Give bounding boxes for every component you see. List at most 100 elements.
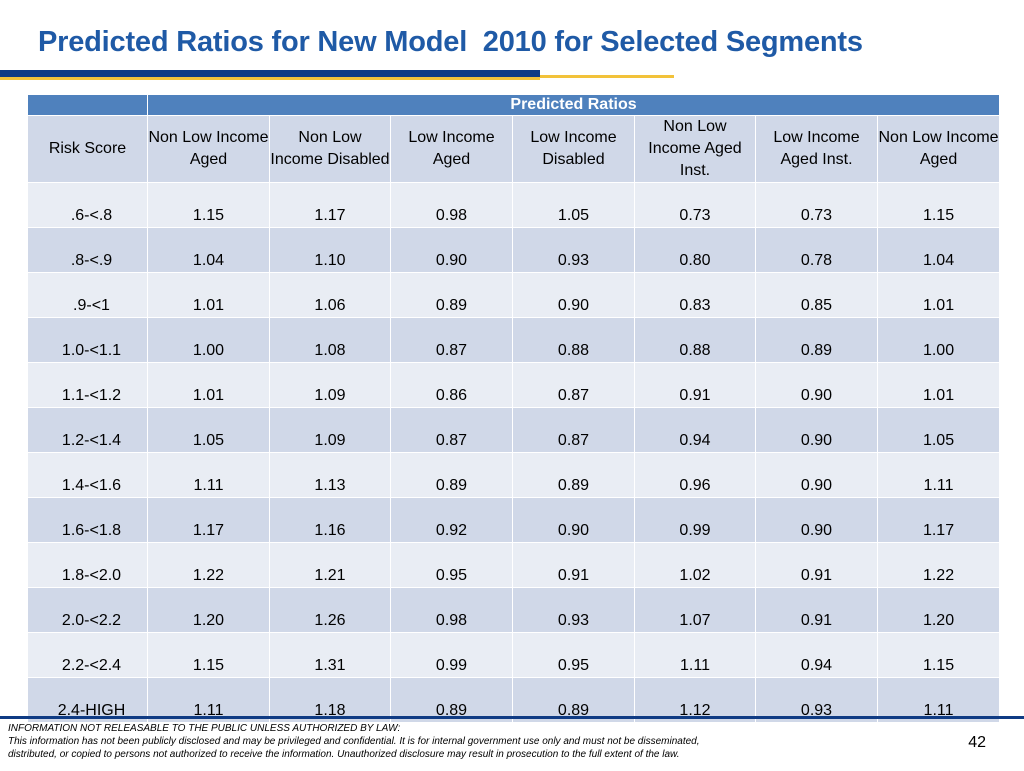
ratio-cell: 0.90 xyxy=(755,362,878,408)
ratio-cell: 1.21 xyxy=(269,542,391,588)
ratio-cell: 1.17 xyxy=(876,497,1001,543)
table-row: 1.1-<1.2 1.01 1.09 0.86 0.87 0.91 0.90 1.01 xyxy=(27,362,1001,408)
ratio-cell: 1.05 xyxy=(147,407,270,453)
ratio-cell: 0.87 xyxy=(512,407,635,453)
ratio-cell: 1.11 xyxy=(876,677,1001,723)
column-header: Non Low Income Aged Inst. xyxy=(634,115,756,183)
ratio-cell: 1.07 xyxy=(634,587,756,633)
ratio-cell: 1.11 xyxy=(634,632,756,678)
ratio-cell: 0.89 xyxy=(390,677,513,723)
risk-score-cell: .6-<.8 xyxy=(27,182,148,228)
ratio-cell: 1.22 xyxy=(147,542,270,588)
ratio-cell: 0.73 xyxy=(634,182,756,228)
column-header-row: Risk Score Non Low Income Aged Non Low I… xyxy=(27,115,1001,183)
risk-score-cell: 1.1-<1.2 xyxy=(27,362,148,408)
ratio-cell: 1.18 xyxy=(269,677,391,723)
table-row: 1.2-<1.4 1.05 1.09 0.87 0.87 0.94 0.90 1.05 xyxy=(27,407,1001,453)
header-band-empty-cell xyxy=(27,94,148,116)
predicted-ratios-table: Predicted Ratios Risk Score Non Low Inco… xyxy=(27,94,1001,723)
ratio-cell: 0.90 xyxy=(512,272,635,318)
ratio-cell: 1.06 xyxy=(269,272,391,318)
ratio-cell: 0.98 xyxy=(390,587,513,633)
table-row: .8-<.9 1.04 1.10 0.90 0.93 0.80 0.78 1.04 xyxy=(27,227,1001,273)
table-row: 1.6-<1.8 1.17 1.16 0.92 0.90 0.99 0.90 1.17 xyxy=(27,497,1001,543)
column-header: Non Low Income Disabled xyxy=(269,115,391,183)
risk-score-cell: 2.2-<2.4 xyxy=(27,632,148,678)
ratio-cell: 1.04 xyxy=(147,227,270,273)
slide-title: Predicted Ratios for New Model 2010 for … xyxy=(38,26,863,58)
ratio-cell: 0.93 xyxy=(512,227,635,273)
ratio-cell: 0.91 xyxy=(755,587,878,633)
table-row: 1.0-<1.1 1.00 1.08 0.87 0.88 0.88 0.89 1.00 xyxy=(27,317,1001,363)
ratio-cell: 1.15 xyxy=(147,632,270,678)
ratio-cell: 1.17 xyxy=(147,497,270,543)
risk-score-cell: .9-<1 xyxy=(27,272,148,318)
ratio-cell: 0.78 xyxy=(755,227,878,273)
risk-score-cell: 1.4-<1.6 xyxy=(27,452,148,498)
column-header: Low Income Aged xyxy=(390,115,513,183)
ratio-cell: 0.83 xyxy=(634,272,756,318)
header-band-row: Predicted Ratios xyxy=(27,94,1001,116)
ratio-cell: 0.88 xyxy=(512,317,635,363)
ratio-cell: 0.87 xyxy=(390,407,513,453)
table-row: .9-<1 1.01 1.06 0.89 0.90 0.83 0.85 1.01 xyxy=(27,272,1001,318)
title-rule-gold xyxy=(540,75,674,78)
ratio-cell: 0.99 xyxy=(634,497,756,543)
ratio-cell: 1.11 xyxy=(147,452,270,498)
ratio-cell: 0.73 xyxy=(755,182,878,228)
column-header: Non Low Income Aged xyxy=(876,115,1001,183)
ratio-cell: 0.91 xyxy=(755,542,878,588)
ratio-cell: 0.93 xyxy=(755,677,878,723)
ratio-cell: 1.12 xyxy=(634,677,756,723)
ratio-cell: 0.89 xyxy=(755,317,878,363)
table-row: 1.4-<1.6 1.11 1.13 0.89 0.89 0.96 0.90 1.11 xyxy=(27,452,1001,498)
ratio-cell: 1.09 xyxy=(269,407,391,453)
ratio-cell: 0.96 xyxy=(634,452,756,498)
ratio-cell: 1.00 xyxy=(876,317,1001,363)
legal-line: This information has not been publicly d… xyxy=(8,736,700,747)
ratio-cell: 0.90 xyxy=(390,227,513,273)
ratio-cell: 1.00 xyxy=(147,317,270,363)
ratio-cell: 0.94 xyxy=(755,632,878,678)
ratio-cell: 0.89 xyxy=(512,452,635,498)
ratio-cell: 1.16 xyxy=(269,497,391,543)
column-header: Low Income Aged Inst. xyxy=(755,115,878,183)
ratio-cell: 0.98 xyxy=(390,182,513,228)
ratio-cell: 1.31 xyxy=(269,632,391,678)
ratio-cell: 0.90 xyxy=(755,452,878,498)
ratio-cell: 1.17 xyxy=(269,182,391,228)
risk-score-cell: 2.0-<2.2 xyxy=(27,587,148,633)
ratio-cell: 1.05 xyxy=(876,407,1001,453)
table-row: 1.8-<2.0 1.22 1.21 0.95 0.91 1.02 0.91 1.22 xyxy=(27,542,1001,588)
ratio-cell: 1.05 xyxy=(512,182,635,228)
ratio-cell: 1.01 xyxy=(876,362,1001,408)
table-row: .6-<.8 1.15 1.17 0.98 1.05 0.73 0.73 1.15 xyxy=(27,182,1001,228)
ratio-cell: 1.04 xyxy=(876,227,1001,273)
table-row: 2.0-<2.2 1.20 1.26 0.98 0.93 1.07 0.91 1.20 xyxy=(27,587,1001,633)
ratio-cell: 0.93 xyxy=(512,587,635,633)
table-row: 2.4-HIGH 1.11 1.18 0.89 0.89 1.12 0.93 1.11 xyxy=(27,677,1001,723)
ratio-cell: 0.95 xyxy=(390,542,513,588)
ratio-cell: 0.86 xyxy=(390,362,513,408)
ratio-cell: 0.85 xyxy=(755,272,878,318)
ratio-cell: 1.08 xyxy=(269,317,391,363)
ratio-cell: 0.87 xyxy=(390,317,513,363)
title-rule-blue xyxy=(0,70,540,77)
risk-score-cell: 2.4-HIGH xyxy=(27,677,148,723)
ratio-cell: 1.15 xyxy=(876,632,1001,678)
ratio-cell: 1.13 xyxy=(269,452,391,498)
ratio-cell: 1.02 xyxy=(634,542,756,588)
ratio-cell: 0.91 xyxy=(512,542,635,588)
risk-score-cell: 1.2-<1.4 xyxy=(27,407,148,453)
ratio-cell: 0.95 xyxy=(512,632,635,678)
ratio-cell: 0.89 xyxy=(512,677,635,723)
ratio-cell: 0.80 xyxy=(634,227,756,273)
column-header: Non Low Income Aged xyxy=(147,115,270,183)
table-row: 2.2-<2.4 1.15 1.31 0.99 0.95 1.11 0.94 1.15 xyxy=(27,632,1001,678)
ratio-cell: 0.90 xyxy=(755,497,878,543)
ratio-cell: 0.99 xyxy=(390,632,513,678)
ratio-cell: 0.89 xyxy=(390,452,513,498)
ratio-cell: 1.01 xyxy=(147,362,270,408)
risk-score-cell: 1.0-<1.1 xyxy=(27,317,148,363)
ratio-cell: 1.01 xyxy=(147,272,270,318)
